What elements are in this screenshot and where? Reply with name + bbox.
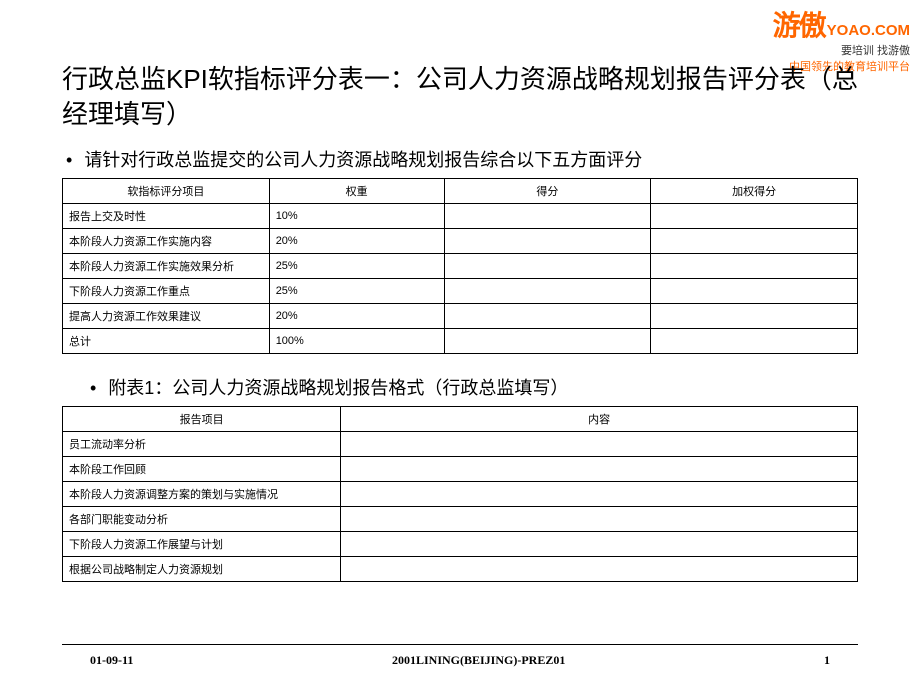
scoring-cell: 100%: [269, 329, 444, 354]
format-table: 报告项目内容 员工流动率分析本阶段工作回顾本阶段人力资源调整方案的策划与实施情况…: [62, 406, 858, 582]
format-cell: [341, 432, 858, 457]
logo-cn: 游傲: [773, 4, 825, 44]
scoring-table: 软指标评分项目权重得分加权得分 报告上交及时性10%本阶段人力资源工作实施内容2…: [62, 178, 858, 354]
scoring-cell: [651, 229, 858, 254]
scoring-cell: 10%: [269, 204, 444, 229]
slide-footer: 01-09-11 2001LINING(BEIJING)-PREZ01 1: [62, 644, 858, 668]
scoring-cell: [444, 304, 651, 329]
footer-date: 01-09-11: [90, 653, 133, 668]
scoring-header: 权重: [269, 179, 444, 204]
format-cell: 本阶段工作回顾: [63, 457, 341, 482]
format-row: 本阶段人力资源调整方案的策划与实施情况: [63, 482, 858, 507]
format-cell: [341, 482, 858, 507]
scoring-row: 本阶段人力资源工作实施效果分析25%: [63, 254, 858, 279]
bullet-intro-1: 请针对行政总监提交的公司人力资源战略规划报告综合以下五方面评分: [62, 146, 858, 172]
logo-en: YOAO.COM: [827, 22, 910, 39]
scoring-row: 提高人力资源工作效果建议20%: [63, 304, 858, 329]
scoring-cell: [651, 279, 858, 304]
scoring-header: 得分: [444, 179, 651, 204]
format-row: 各部门职能变动分析: [63, 507, 858, 532]
scoring-cell: 下阶段人力资源工作重点: [63, 279, 270, 304]
format-row: 员工流动率分析: [63, 432, 858, 457]
logo-tagline-1: 要培训 找游傲: [773, 42, 910, 58]
scoring-cell: [651, 254, 858, 279]
format-cell: 各部门职能变动分析: [63, 507, 341, 532]
scoring-cell: [651, 204, 858, 229]
format-cell: 根据公司战略制定人力资源规划: [63, 557, 341, 582]
format-cell: [341, 457, 858, 482]
scoring-row: 下阶段人力资源工作重点25%: [63, 279, 858, 304]
format-header: 内容: [341, 407, 858, 432]
scoring-cell: 25%: [269, 279, 444, 304]
scoring-cell: [444, 229, 651, 254]
scoring-header: 加权得分: [651, 179, 858, 204]
format-row: 下阶段人力资源工作展望与计划: [63, 532, 858, 557]
scoring-cell: 总计: [63, 329, 270, 354]
scoring-row: 报告上交及时性10%: [63, 204, 858, 229]
scoring-cell: 报告上交及时性: [63, 204, 270, 229]
scoring-cell: [444, 279, 651, 304]
footer-code: 2001LINING(BEIJING)-PREZ01: [392, 653, 565, 668]
scoring-cell: 本阶段人力资源工作实施效果分析: [63, 254, 270, 279]
scoring-cell: 20%: [269, 304, 444, 329]
scoring-row: 本阶段人力资源工作实施内容20%: [63, 229, 858, 254]
scoring-header: 软指标评分项目: [63, 179, 270, 204]
format-row: 根据公司战略制定人力资源规划: [63, 557, 858, 582]
scoring-cell: [444, 329, 651, 354]
scoring-cell: [651, 329, 858, 354]
format-cell: 下阶段人力资源工作展望与计划: [63, 532, 341, 557]
format-cell: 本阶段人力资源调整方案的策划与实施情况: [63, 482, 341, 507]
format-header: 报告项目: [63, 407, 341, 432]
scoring-cell: 提高人力资源工作效果建议: [63, 304, 270, 329]
format-cell: 员工流动率分析: [63, 432, 341, 457]
format-row: 本阶段工作回顾: [63, 457, 858, 482]
format-cell: [341, 557, 858, 582]
slide-content: 行政总监KPI软指标评分表一：公司人力资源战略规划报告评分表（总经理填写） 请针…: [62, 62, 858, 582]
scoring-cell: [444, 254, 651, 279]
scoring-cell: 20%: [269, 229, 444, 254]
slide-title: 行政总监KPI软指标评分表一：公司人力资源战略规划报告评分表（总经理填写）: [62, 62, 858, 132]
scoring-row: 总计100%: [63, 329, 858, 354]
scoring-cell: 25%: [269, 254, 444, 279]
footer-page: 1: [824, 653, 830, 668]
format-cell: [341, 532, 858, 557]
scoring-cell: 本阶段人力资源工作实施内容: [63, 229, 270, 254]
scoring-cell: [651, 304, 858, 329]
bullet-intro-2: 附表1：公司人力资源战略规划报告格式（行政总监填写）: [62, 374, 858, 400]
scoring-cell: [444, 204, 651, 229]
format-cell: [341, 507, 858, 532]
